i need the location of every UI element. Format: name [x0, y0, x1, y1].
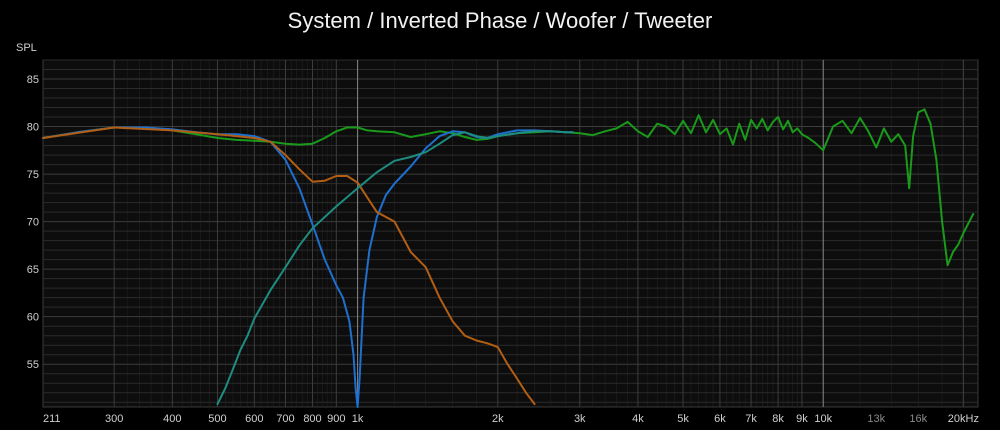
x-tick-label: 5k: [677, 413, 689, 425]
x-axis: 211 300 400 500 600 700 800 900 1k 2k 3k 4k 5k 6k 7k 8k…: [43, 413, 979, 425]
y-tick-label: 75: [27, 169, 39, 181]
plot-area: [42, 59, 979, 408]
y-tick-label: 60: [27, 312, 39, 324]
x-tick-label: 600: [245, 413, 263, 425]
x-tick-label: 20kHz: [948, 413, 979, 425]
y-axis: 55 60 65 70 75 80 85: [27, 74, 39, 371]
series-group: [42, 108, 975, 408]
y-tick-label: 55: [27, 359, 39, 371]
x-tick-label: 9k: [796, 413, 808, 425]
x-tick-label: 2k: [492, 413, 504, 425]
series-line-3: [42, 126, 536, 406]
x-tick-label: 211: [43, 413, 61, 425]
chart-title: System / Inverted Phase / Woofer / Tweet…: [287, 8, 713, 33]
series-line-4: [216, 130, 574, 406]
x-tick-label: 400: [163, 413, 181, 425]
x-tick-label: 7k: [745, 413, 757, 425]
y-tick-label: 85: [27, 74, 39, 86]
y-tick-label: 80: [27, 122, 39, 134]
x-tick-label: 300: [105, 413, 123, 425]
x-tick-label: 10k: [814, 413, 832, 425]
x-tick-label: 900: [327, 413, 345, 425]
x-tick-label: 8k: [772, 413, 784, 425]
x-tick-label: 6k: [714, 413, 726, 425]
x-tick-label: 16k: [909, 413, 927, 425]
x-tick-label: 3k: [574, 413, 586, 425]
x-tick-label: 13k: [867, 413, 885, 425]
x-tick-label: 500: [208, 413, 226, 425]
series-line-1: [42, 108, 975, 267]
y-tick-label: 70: [27, 217, 39, 229]
x-tick-label: 800: [303, 413, 321, 425]
y-tick-label: 65: [27, 264, 39, 276]
y-axis-label: SPL: [16, 42, 37, 54]
x-tick-label: 700: [276, 413, 294, 425]
x-tick-label: 4k: [632, 413, 644, 425]
x-tick-label: 1k: [352, 413, 364, 425]
